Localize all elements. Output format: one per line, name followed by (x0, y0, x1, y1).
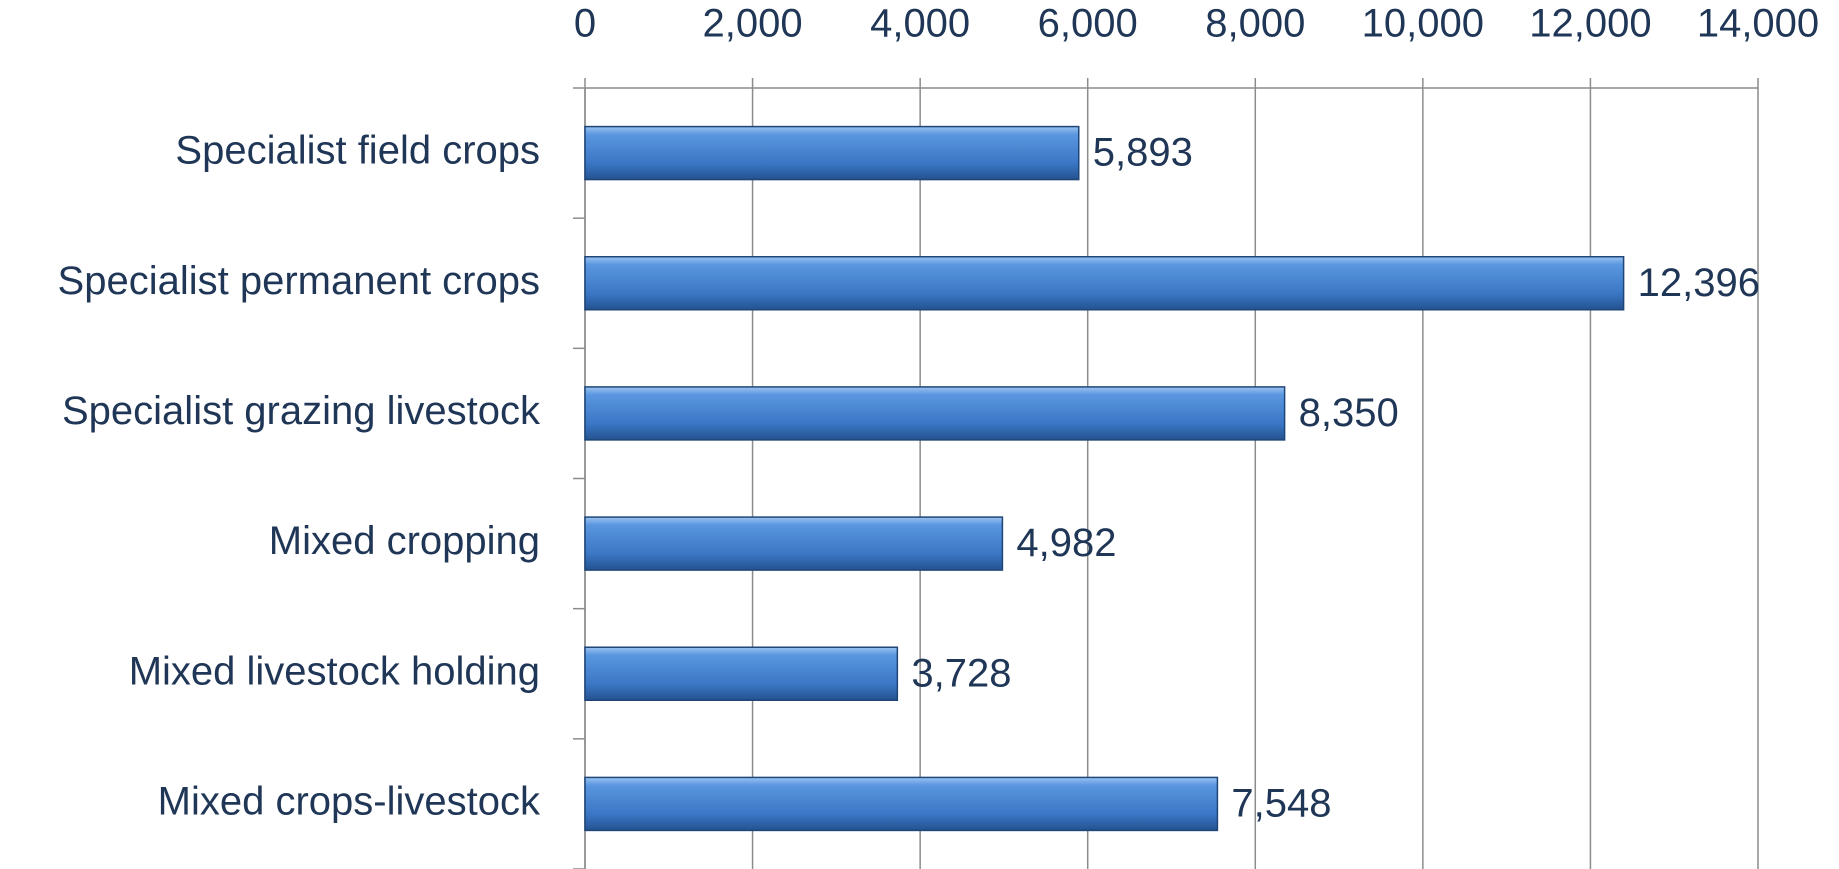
bar-shade (584, 125, 1080, 181)
bar-shade (584, 776, 1219, 832)
y-tick-label: Specialist grazing livestock (62, 389, 541, 433)
x-tick-label: 8,000 (1205, 2, 1305, 46)
x-tick-label: 12,000 (1529, 2, 1651, 46)
y-tick-label: Specialist permanent crops (58, 259, 540, 303)
data-label: 4,982 (1016, 521, 1116, 565)
bar-shade (584, 516, 1004, 571)
x-tick-label: 2,000 (703, 2, 803, 46)
data-label: 8,350 (1299, 391, 1399, 435)
bar-shade (584, 646, 899, 701)
y-tick-label: Mixed crops-livestock (158, 779, 541, 823)
y-tick-label: Mixed cropping (269, 519, 540, 563)
x-tick-label: 6,000 (1038, 2, 1138, 46)
bar-shade (584, 256, 1625, 311)
data-label: 12,396 (1638, 261, 1760, 305)
data-label: 7,548 (1231, 781, 1331, 825)
y-tick-label: Specialist field crops (175, 129, 540, 173)
data-label: 3,728 (911, 651, 1011, 695)
bar-shade (584, 386, 1286, 441)
x-tick-label: 4,000 (870, 2, 970, 46)
x-tick-label: 0 (574, 2, 596, 46)
y-tick-label: Mixed livestock holding (129, 649, 540, 693)
data-label: 5,893 (1093, 131, 1193, 175)
x-tick-label: 10,000 (1362, 2, 1484, 46)
x-tick-label: 14,000 (1697, 2, 1819, 46)
